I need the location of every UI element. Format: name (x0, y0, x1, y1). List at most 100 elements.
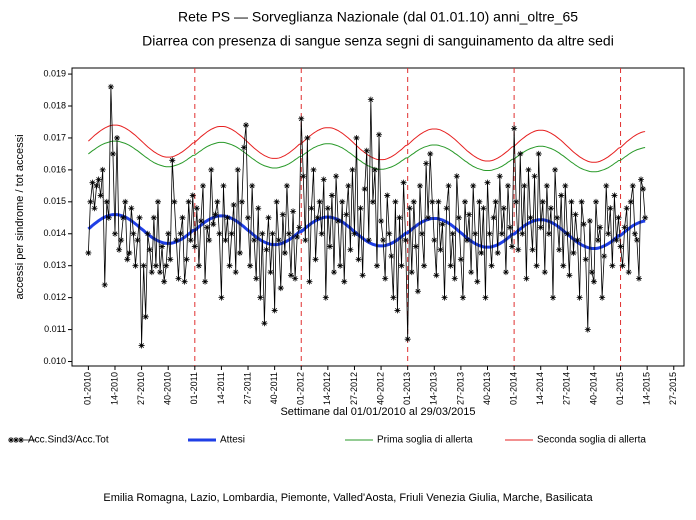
star-marker (91, 205, 98, 212)
star-marker (402, 237, 409, 244)
star-marker (416, 182, 423, 189)
series-line (87, 213, 646, 250)
star-marker (363, 147, 370, 154)
star-marker (300, 173, 307, 180)
star-marker (449, 230, 456, 237)
star-marker (421, 262, 428, 269)
star-marker (635, 275, 642, 282)
star-marker (457, 256, 464, 263)
star-marker (165, 230, 172, 237)
footnote: Emilia Romagna, Lazio, Lombardia, Piemon… (103, 492, 593, 504)
star-marker (126, 249, 133, 256)
star-marker (351, 230, 358, 237)
star-marker (394, 307, 401, 314)
x-tick-label: 27-2012 (349, 372, 359, 405)
x-tick-label: 01-2014 (508, 372, 518, 405)
star-marker (116, 246, 123, 253)
star-marker (359, 272, 366, 279)
star-marker (445, 182, 452, 189)
star-marker (298, 115, 305, 122)
x-tick-label: 40-2011 (269, 372, 279, 404)
star-marker (466, 211, 473, 218)
star-marker (564, 230, 571, 237)
star-marker (271, 307, 278, 314)
x-tick-label: 27-2015 (668, 372, 678, 405)
star-marker (159, 243, 166, 250)
star-marker (502, 269, 509, 276)
star-marker (494, 249, 501, 256)
star-marker (400, 179, 407, 186)
y-tick-label: 0.011 (44, 324, 66, 334)
star-marker (138, 342, 145, 349)
star-marker (337, 262, 344, 269)
star-marker (199, 182, 206, 189)
star-marker (511, 125, 518, 132)
star-marker (214, 198, 221, 205)
star-marker (134, 237, 141, 244)
star-marker (574, 237, 581, 244)
star-marker (312, 256, 319, 263)
y-tick-label: 0.013 (43, 260, 66, 270)
y-tick-label: 0.018 (43, 100, 66, 110)
star-marker (206, 237, 213, 244)
star-marker (531, 173, 538, 180)
star-marker (292, 275, 299, 282)
star-marker (265, 214, 272, 221)
x-tick-label: 01-2011 (189, 372, 199, 404)
star-marker (220, 182, 227, 189)
star-marker (638, 176, 645, 183)
star-marker (410, 198, 417, 205)
star-marker (105, 214, 112, 221)
star-marker (552, 166, 559, 173)
star-marker (216, 230, 223, 237)
x-tick-label: 01-2010 (83, 372, 93, 405)
star-marker (95, 176, 102, 183)
star-marker (191, 243, 198, 250)
star-marker (322, 294, 329, 301)
star-marker (500, 205, 507, 212)
star-marker (314, 214, 321, 221)
star-marker (378, 217, 385, 224)
star-marker (386, 230, 393, 237)
star-marker (504, 182, 511, 189)
star-marker (183, 256, 190, 263)
star-marker (384, 192, 391, 199)
star-marker (390, 294, 397, 301)
star-marker (578, 198, 585, 205)
star-marker (288, 272, 295, 279)
star-marker (326, 243, 333, 250)
star-marker (281, 249, 288, 256)
star-marker (122, 198, 129, 205)
star-marker (335, 217, 342, 224)
star-marker (464, 237, 471, 244)
star-marker (515, 246, 522, 253)
star-marker (433, 272, 440, 279)
star-marker (527, 214, 534, 221)
star-marker (150, 214, 157, 221)
star-marker (425, 214, 432, 221)
x-tick-label: 40-2010 (163, 372, 173, 405)
star-marker (451, 275, 458, 282)
star-marker (423, 160, 430, 167)
star-marker (554, 214, 561, 221)
star-marker (592, 198, 599, 205)
star-marker (107, 83, 114, 90)
plot-frame (71, 67, 685, 367)
star-marker (382, 275, 389, 282)
star-marker (470, 182, 477, 189)
star-marker (566, 272, 573, 279)
y-tick-label: 0.017 (43, 132, 66, 142)
x-tick-label: 14-2010 (109, 372, 119, 405)
star-marker (603, 182, 610, 189)
star-marker (406, 205, 413, 212)
y-tick-label: 0.012 (43, 292, 66, 302)
star-marker (132, 262, 139, 269)
star-marker (556, 246, 563, 253)
x-tick-label: 14-2011 (216, 372, 226, 404)
star-marker (230, 202, 237, 209)
x-tick-label: 40-2014 (588, 372, 598, 405)
star-marker (365, 237, 372, 244)
star-marker (619, 262, 626, 269)
star-marker (615, 214, 622, 221)
